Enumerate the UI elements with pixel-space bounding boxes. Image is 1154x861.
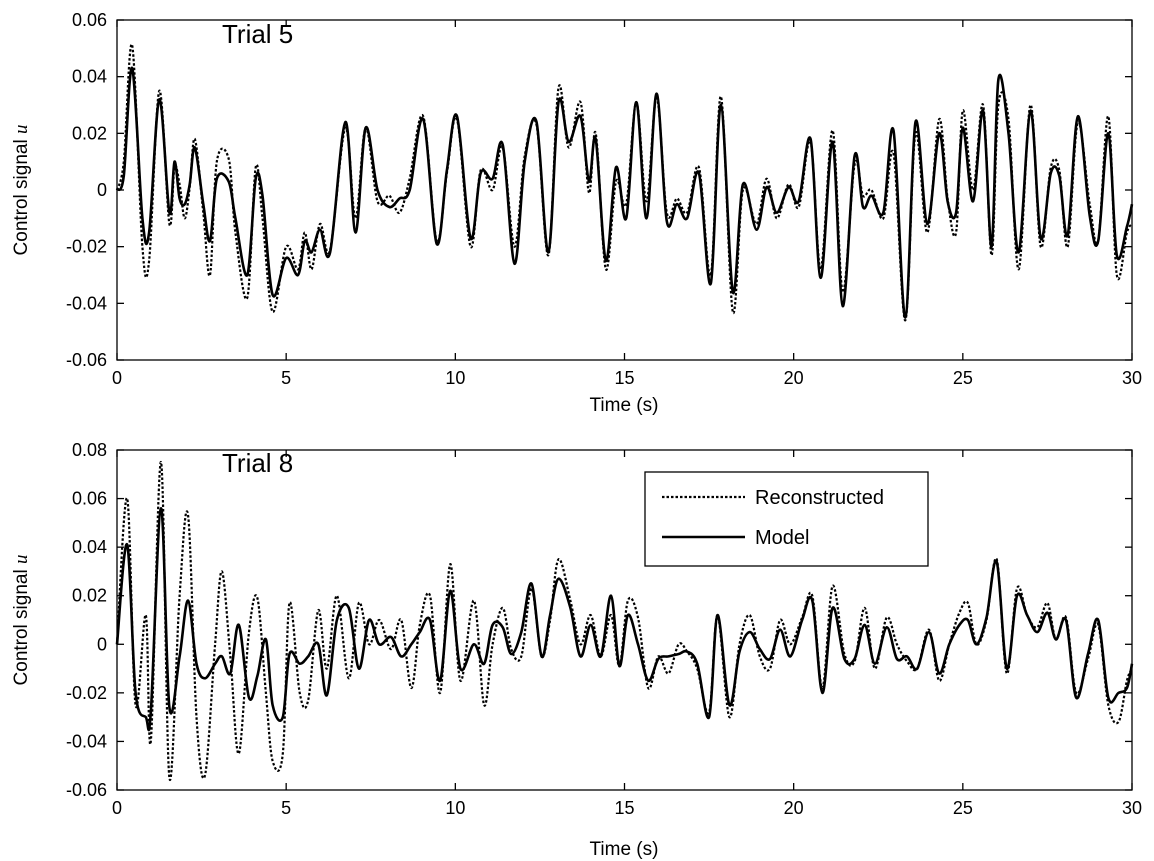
legend-box <box>644 471 929 567</box>
x-tick-label-trial-5: 20 <box>784 368 804 388</box>
x-tick-label-trial-8: 30 <box>1122 798 1142 818</box>
legend-label-reconstructed: Reconstructed <box>755 487 884 509</box>
chart-trial-5: 0 5 10 15 20 25 30 -0.06 -0.04 -0.02 0 0.02 0.04 0.06… <box>11 10 1142 416</box>
chart-trial-8: 0 5 10 15 20 25 30 -0.06 -0.04 -0.02 0 0.02 0.04 0.06… <box>11 440 1142 860</box>
y-tick-label-trial-5: -0.06 <box>66 350 107 370</box>
y-tick-label-trial-8: 0.06 <box>72 489 107 509</box>
ticks-trial-5: 0 5 10 15 20 25 30 -0.06 -0.04 -0.02 0 0.02 0.04 0.06 <box>66 10 1142 388</box>
y-tick-label-trial-8: 0 <box>97 634 107 654</box>
annotation-trial-5: Trial 5 <box>222 19 293 49</box>
x-tick-label-trial-5: 5 <box>281 368 291 388</box>
y-axis-label-trial-5: Control signal u <box>11 125 32 256</box>
x-tick-label-trial-8: 0 <box>112 798 122 818</box>
series-layer-trial-5 <box>115 43 1134 322</box>
x-tick-label-trial-8: 5 <box>281 798 291 818</box>
plot-frame-trial-5 <box>116 19 1133 361</box>
x-tick-label-trial-8: 25 <box>953 798 973 818</box>
y-axis-label-text-trial-5: Control signal <box>11 139 32 255</box>
y-tick-label-trial-5: 0.04 <box>72 67 107 87</box>
y-tick-label-trial-5: -0.02 <box>66 237 107 257</box>
y-tick-label-trial-5: 0.02 <box>72 123 107 143</box>
y-tick-label-trial-5: -0.04 <box>66 293 107 313</box>
series-line-reconstructed-trial-8 <box>115 460 1134 782</box>
y-tick-label-trial-5: 0 <box>97 180 107 200</box>
series-line-model-trial-5 <box>115 66 1134 319</box>
y-axis-symbol-trial-8: u <box>11 555 32 565</box>
y-axis-label-text-trial-8: Control signal <box>11 569 32 685</box>
y-tick-label-trial-8: 0.04 <box>72 537 107 557</box>
x-tick-label-trial-5: 15 <box>614 368 634 388</box>
y-tick-label-trial-8: -0.06 <box>66 780 107 800</box>
annotation-trial-8: Trial 8 <box>222 448 293 478</box>
x-tick-label-trial-8: 15 <box>614 798 634 818</box>
y-tick-label-trial-8: -0.04 <box>66 731 107 751</box>
y-tick-label-trial-5: 0.06 <box>72 10 107 30</box>
series-line-model-trial-8 <box>115 506 1134 732</box>
y-tick-label-trial-8: 0.08 <box>72 440 107 460</box>
x-tick-label-trial-5: 0 <box>112 368 122 388</box>
y-axis-label-trial-8: Control signal u <box>11 555 32 686</box>
x-tick-label-trial-8: 20 <box>784 798 804 818</box>
legend-label-model: Model <box>755 527 809 549</box>
x-axis-label-trial-8: Time (s) <box>590 839 659 860</box>
x-tick-label-trial-5: 30 <box>1122 368 1142 388</box>
legend: Reconstructed Model <box>644 471 929 567</box>
x-axis-label-trial-5: Time (s) <box>590 395 659 416</box>
x-tick-label-trial-8: 10 <box>445 798 465 818</box>
y-axis-symbol-trial-5: u <box>11 125 32 135</box>
ticks-trial-8: 0 5 10 15 20 25 30 -0.06 -0.04 -0.02 0 0.02 0.04 0.06… <box>66 440 1142 818</box>
series-layer-trial-8 <box>115 460 1134 782</box>
x-tick-label-trial-5: 10 <box>445 368 465 388</box>
y-tick-label-trial-8: -0.02 <box>66 683 107 703</box>
y-tick-label-trial-8: 0.02 <box>72 586 107 606</box>
x-tick-label-trial-5: 25 <box>953 368 973 388</box>
